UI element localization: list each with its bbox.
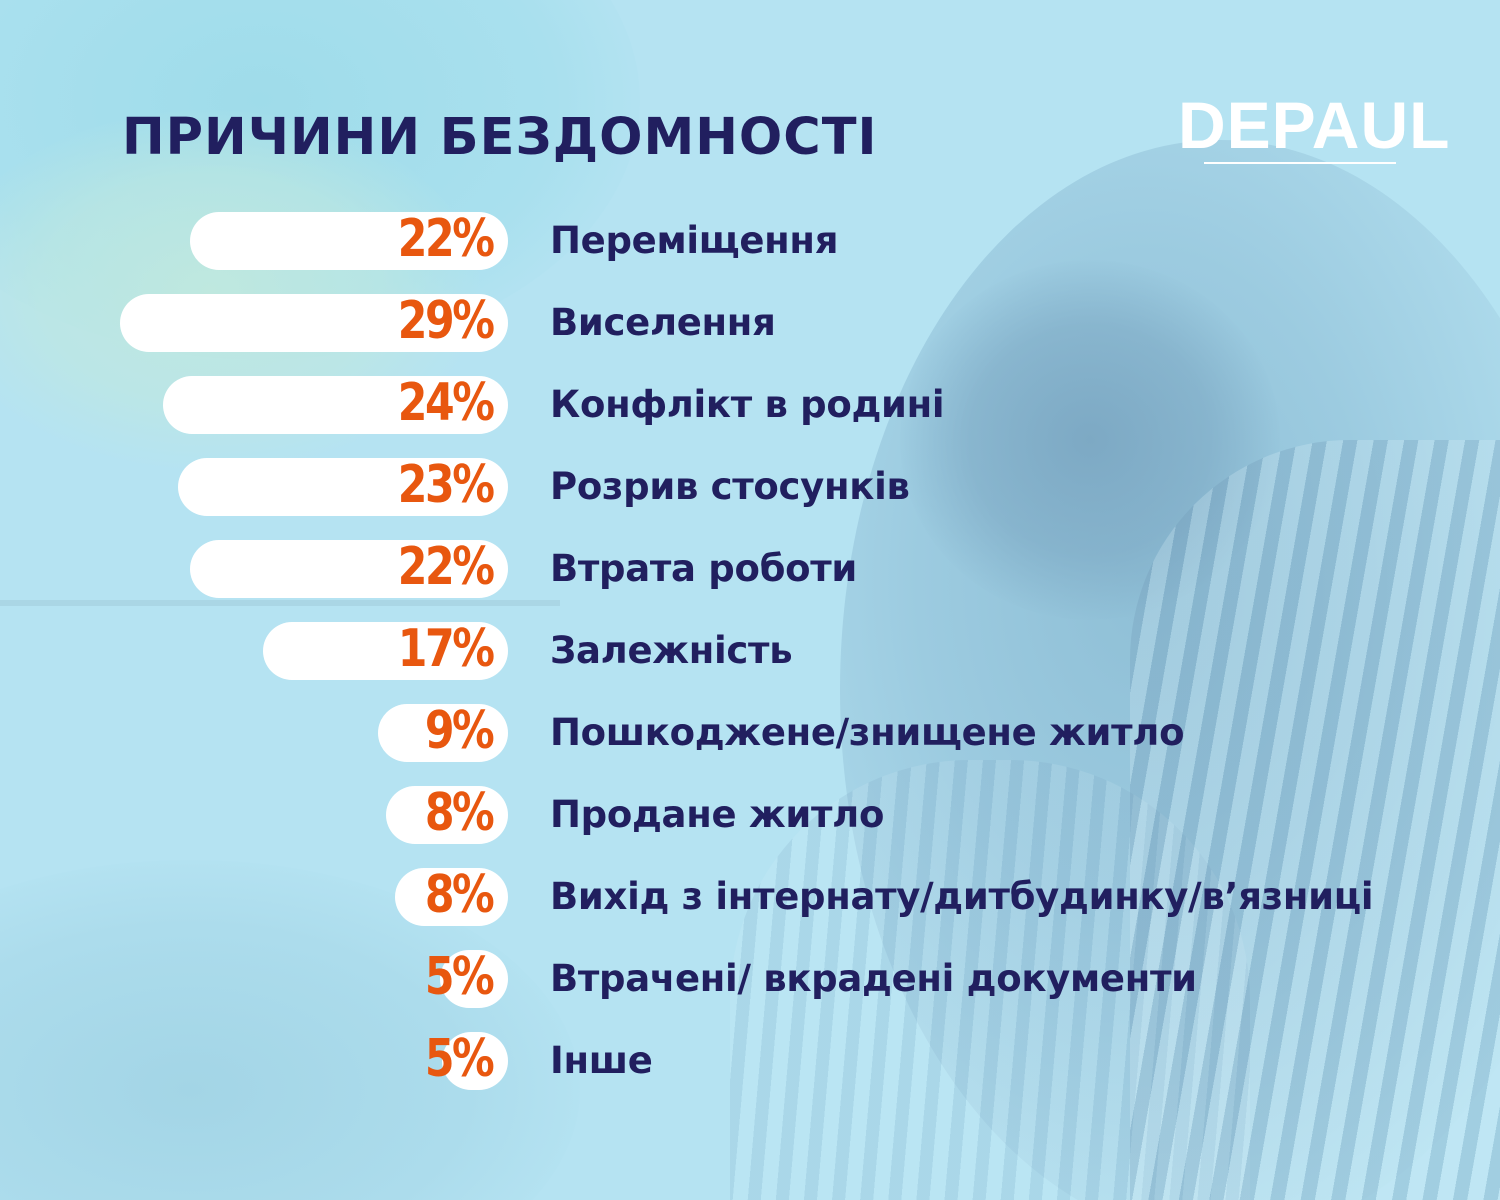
category-label: Конфлікт в родині [550,383,945,426]
bar [440,950,508,1008]
percent-value: 5% [424,947,495,1007]
category-label: Вихід з інтернату/дитбудинку/в’язниці [550,875,1374,918]
bar [178,458,508,516]
bar [190,212,508,270]
percent-value: 9% [424,701,495,761]
chart-row: 17% Залежність [0,619,1500,680]
background-stripes [1130,440,1500,1200]
bar [120,294,508,352]
logo-underline [1204,162,1396,164]
percent-value: 5% [424,1029,495,1089]
bar [263,622,508,680]
background-blob [900,260,1280,620]
bar [378,704,508,762]
percent-value: 23% [397,455,494,515]
percent-value: 8% [424,783,495,843]
category-label: Інше [550,1039,653,1082]
chart-row: 8% Продане житло [0,783,1500,844]
category-label: Пошкоджене/знищене житло [550,711,1185,754]
page-title: ПРИЧИНИ БЕЗДОМНОСТІ [122,108,878,167]
chart-row: 5% Інше [0,1029,1500,1090]
chart-row: 24% Конфлікт в родині [0,373,1500,434]
category-label: Розрив стосунків [550,465,910,508]
background-frame [0,600,560,606]
bar [386,786,508,844]
category-label: Залежність [550,629,793,672]
chart-row: 22% Втрата роботи [0,537,1500,598]
depaul-logo: DEPAUL [1178,88,1451,162]
chart-row: 8% Вихід з інтернату/дитбудинку/в’язниці [0,865,1500,926]
category-label: Втрачені/ вкрадені документи [550,957,1197,1000]
percent-value: 24% [397,373,494,433]
bar [395,868,508,926]
chart-row: 29% Виселення [0,291,1500,352]
chart-row: 9% Пошкоджене/знищене житло [0,701,1500,762]
background-stripes [730,760,1250,1200]
percent-value: 8% [424,865,495,925]
chart-row: 22% Переміщення [0,209,1500,270]
bar [190,540,508,598]
chart-row: 23% Розрив стосунків [0,455,1500,516]
category-label: Переміщення [550,219,839,262]
percent-value: 17% [397,619,494,679]
category-label: Втрата роботи [550,547,858,590]
percent-value: 29% [397,291,494,351]
category-label: Продане житло [550,793,885,836]
percent-value: 22% [397,209,494,269]
category-label: Виселення [550,301,776,344]
chart-row: 5% Втрачені/ вкрадені документи [0,947,1500,1008]
bar [442,1032,508,1090]
bar [163,376,508,434]
percent-value: 22% [397,537,494,597]
